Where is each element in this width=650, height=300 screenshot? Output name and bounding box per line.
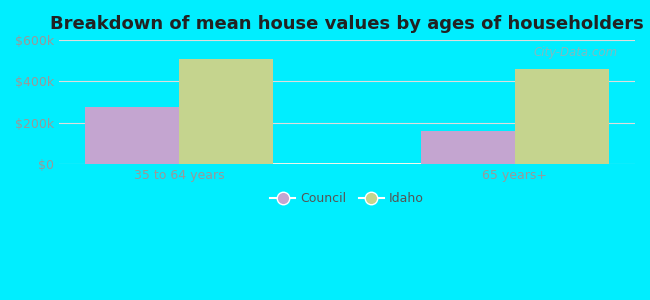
Bar [85, 107, 179, 164]
Text: City-Data.com: City-Data.com [534, 46, 618, 59]
Legend: Council, Idaho: Council, Idaho [265, 187, 429, 210]
Bar [179, 59, 273, 164]
Bar [421, 131, 515, 164]
Bar [515, 69, 609, 164]
Title: Breakdown of mean house values by ages of householders: Breakdown of mean house values by ages o… [50, 15, 644, 33]
